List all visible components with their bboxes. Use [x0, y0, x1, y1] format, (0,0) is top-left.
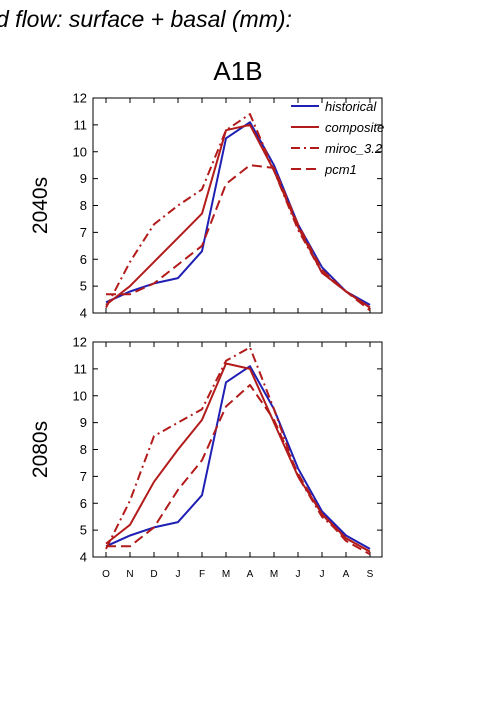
y-tick-label: 5 — [80, 523, 87, 538]
y-tick-label: 9 — [80, 171, 87, 186]
y-tick-label: 4 — [80, 306, 87, 321]
legend-label: composite — [325, 120, 384, 135]
legend-label: historical — [325, 99, 377, 114]
series-line-pcm1 — [106, 164, 371, 312]
y-tick-label: 4 — [80, 550, 87, 565]
y-tick-label: 5 — [80, 279, 87, 294]
figure-title: d flow: surface + basal (mm): — [0, 6, 292, 32]
y-tick-label: 9 — [80, 415, 87, 430]
series-line-composite — [105, 123, 371, 309]
x-tick-label: A — [343, 569, 350, 580]
y-tick-label: 12 — [73, 335, 87, 350]
panel-label: 2040s — [29, 177, 52, 234]
series-line-pcm1 — [106, 384, 371, 556]
y-tick-label: 10 — [73, 388, 87, 403]
legend-label: pcm1 — [324, 162, 357, 177]
series-line-miroc-3-2 — [105, 113, 371, 309]
series-line-historical — [105, 365, 371, 550]
y-tick-label: 7 — [80, 225, 87, 240]
x-tick-label: M — [270, 569, 278, 580]
x-tick-label: A — [247, 569, 254, 580]
panel-2080s: 4 5 6 7 8 9 10 11 12 O N D J F M A M J J A S 2080s — [29, 335, 383, 580]
chart-panels: 4 5 6 7 8 9 10 11 12 2040s historical composite miro… — [29, 91, 384, 581]
y-tick-label: 11 — [74, 361, 88, 376]
panel-2040s: 4 5 6 7 8 9 10 11 12 2040s historical composite miro… — [29, 91, 384, 321]
y-tick-label: 8 — [80, 198, 87, 213]
x-tick-label: J — [176, 569, 181, 580]
figure-subtitle: A1B — [213, 56, 262, 86]
y-tick-label: 7 — [80, 469, 87, 484]
x-tick-label: S — [367, 569, 374, 580]
y-tick-label: 11 — [74, 117, 88, 132]
x-tick-label: J — [296, 569, 301, 580]
panel-label: 2080s — [29, 421, 52, 478]
x-tick-label: M — [222, 569, 230, 580]
y-tick-label: 6 — [80, 496, 87, 511]
legend-label: miroc_3.2 — [325, 141, 383, 156]
x-tick-label: N — [126, 569, 133, 580]
x-tick-label: J — [320, 569, 325, 580]
legend: historical composite miroc_3.2 pcm1 — [291, 99, 384, 177]
x-tick-label: D — [150, 569, 157, 580]
x-tick-label: F — [199, 569, 205, 580]
y-tick-label: 12 — [73, 91, 87, 106]
y-tick-label: 6 — [80, 252, 87, 267]
x-tick-label: O — [102, 569, 110, 580]
y-tick-label: 8 — [80, 442, 87, 457]
y-tick-label: 10 — [73, 144, 87, 159]
